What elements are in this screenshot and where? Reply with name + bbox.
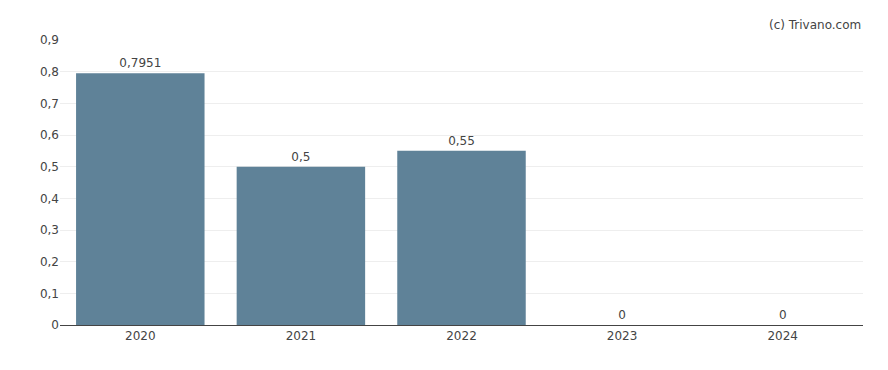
svg-text:2023: 2023 (607, 329, 638, 343)
svg-text:0,1: 0,1 (40, 287, 59, 301)
svg-text:0,5: 0,5 (291, 150, 310, 164)
svg-text:0,8: 0,8 (40, 65, 59, 79)
svg-text:0,55: 0,55 (448, 134, 475, 148)
svg-text:0,5: 0,5 (40, 160, 59, 174)
svg-text:0,7: 0,7 (40, 97, 59, 111)
svg-text:0,2: 0,2 (40, 255, 59, 269)
svg-text:0,9: 0,9 (40, 33, 59, 47)
svg-text:2021: 2021 (286, 329, 317, 343)
svg-text:2020: 2020 (125, 329, 156, 343)
svg-text:0,7951: 0,7951 (119, 56, 161, 70)
svg-text:0,4: 0,4 (40, 192, 59, 206)
svg-text:0,6: 0,6 (40, 128, 59, 142)
svg-text:(c) Trivano.com: (c) Trivano.com (769, 18, 861, 32)
svg-text:2024: 2024 (767, 329, 798, 343)
svg-text:0,3: 0,3 (40, 223, 59, 237)
svg-text:0: 0 (618, 308, 626, 322)
svg-text:0: 0 (51, 318, 59, 332)
svg-text:2022: 2022 (446, 329, 477, 343)
svg-text:0: 0 (779, 308, 787, 322)
